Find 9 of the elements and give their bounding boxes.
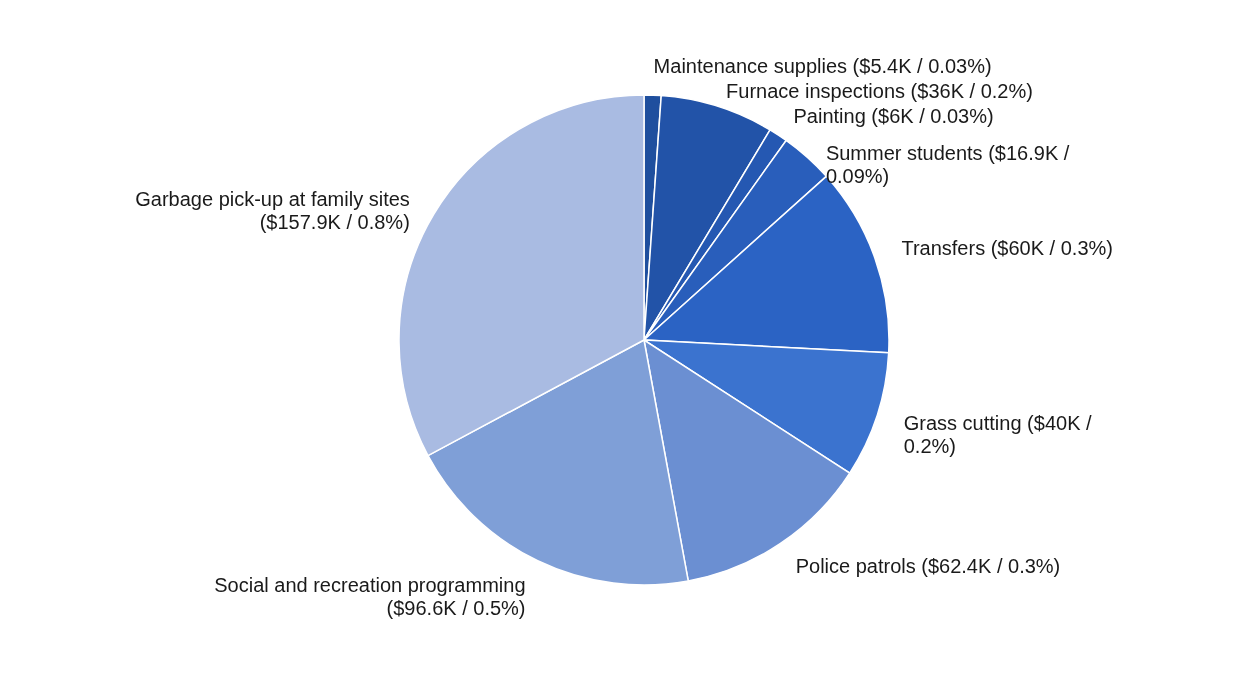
slice-label: Garbage pick-up at family sites ($157.9K / 0.8%) bbox=[135, 187, 410, 233]
slice-label: Grass cutting ($40K / 0.2%) bbox=[903, 412, 1093, 458]
slice-label: Furnace inspections ($36K / 0.2%) bbox=[726, 80, 1033, 103]
slice-label: Maintenance supplies ($5.4K / 0.03%) bbox=[653, 55, 992, 78]
slice-label: Painting ($6K / 0.03%) bbox=[793, 105, 994, 128]
slice-label: Police patrols ($62.4K / 0.3%) bbox=[795, 554, 1061, 577]
slice-label: Transfers ($60K / 0.3%) bbox=[901, 237, 1113, 260]
slice-label: Summer students ($16.9K / 0.09%) bbox=[825, 141, 1070, 187]
slice-label: Social and recreation programming ($96.6K / 0.5%) bbox=[214, 573, 526, 619]
